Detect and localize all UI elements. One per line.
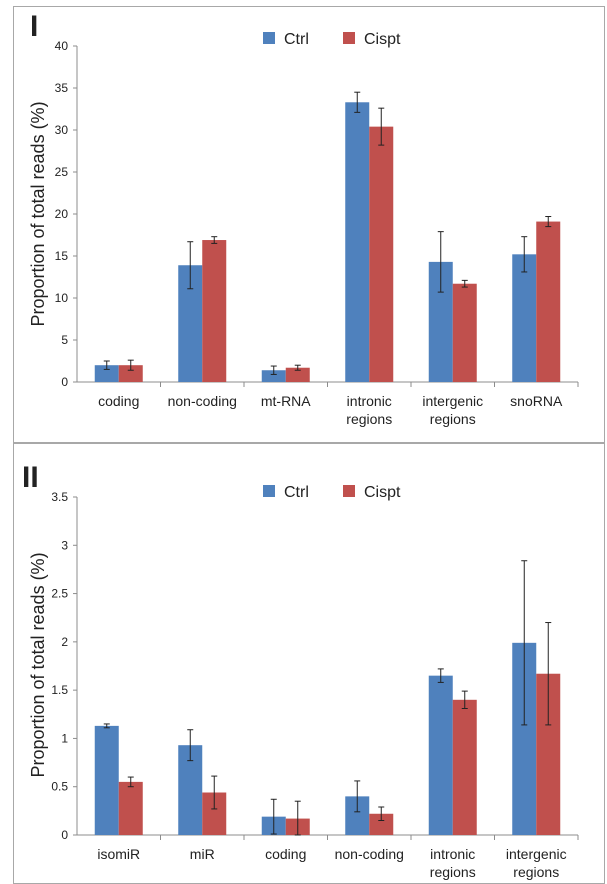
bar-cispt-0: [118, 365, 143, 382]
legend-swatch-ctrl: [263, 32, 275, 44]
panel-label: I: [30, 10, 38, 43]
bar-chart-1: I Proportion of total reads (%) 0 5 10 15 20 25…: [28, 10, 579, 427]
x-category-label: regions: [430, 864, 476, 880]
x-category-label: miR: [190, 846, 215, 862]
chart-panel-1: I Proportion of total reads (%) 0 5 10 15 20 25…: [13, 6, 605, 443]
y-tick-label: 30: [55, 123, 69, 137]
y-tick-label: 20: [55, 207, 69, 221]
y-tick-label: 35: [55, 81, 69, 95]
x-category-label: coding: [98, 393, 139, 409]
bar-cispt-0: [118, 781, 143, 835]
x-category-label: intergenic: [422, 393, 483, 409]
bar-ctrl-2: [261, 370, 286, 382]
x-category-label: snoRNA: [510, 393, 563, 409]
chart-panel-2: II Proportion of total reads (%) 0 0.5 1 1.5 2…: [0, 443, 607, 884]
x-category-label: coding: [265, 846, 306, 862]
y-tick-label: 3: [61, 538, 68, 552]
legend-label-cispt: Cispt: [364, 484, 401, 501]
x-category-label: regions: [346, 411, 392, 427]
x-category-label: non-coding: [168, 393, 237, 409]
y-tick-label: 0: [61, 375, 68, 389]
legend-label-cispt: Cispt: [364, 31, 401, 48]
y-tick-label: 1.5: [51, 683, 68, 697]
bar-cispt-1: [202, 240, 227, 382]
y-tick-label: 3.5: [51, 490, 68, 504]
x-category-label: intronic: [347, 393, 392, 409]
bar-cispt-3: [369, 126, 394, 382]
y-tick-label: 40: [55, 39, 69, 53]
bar-ctrl-5: [512, 254, 537, 382]
x-category-label: regions: [513, 864, 559, 880]
y-axis-title: Proportion of total reads (%): [28, 101, 48, 326]
x-category-label: intronic: [430, 846, 475, 862]
bar-ctrl-3: [345, 102, 370, 382]
panel-label: II: [22, 461, 39, 494]
y-tick-label: 1: [61, 731, 68, 745]
panel-1-frame: [13, 6, 605, 443]
x-category-label: isomiR: [97, 846, 140, 862]
bar-cispt-5: [536, 221, 561, 382]
legend-swatch-cispt: [343, 32, 355, 44]
bar-cispt-2: [285, 367, 310, 382]
legend-swatch-cispt: [343, 485, 355, 497]
legend-label-ctrl: Ctrl: [284, 31, 309, 48]
y-tick-label: 10: [55, 291, 69, 305]
bar-chart-2: II Proportion of total reads (%) 0 0.5 1 1.5 2…: [22, 461, 579, 880]
x-category-label: non-coding: [335, 846, 404, 862]
legend-label-ctrl: Ctrl: [284, 484, 309, 501]
bar-ctrl-0: [94, 725, 119, 835]
y-tick-label: 25: [55, 165, 69, 179]
y-tick-label: 5: [61, 333, 68, 347]
y-tick-label: 2: [61, 635, 68, 649]
y-axis-title: Proportion of total reads (%): [28, 552, 48, 777]
bar-cispt-4: [452, 283, 477, 382]
y-tick-label: 0: [61, 828, 68, 842]
bar-cispt-3: [369, 813, 394, 835]
y-tick-label: 15: [55, 249, 69, 263]
x-category-label: intergenic: [506, 846, 567, 862]
legend-swatch-ctrl: [263, 485, 275, 497]
x-category-label: mt-RNA: [261, 393, 311, 409]
x-category-label: regions: [430, 411, 476, 427]
bar-ctrl-0: [94, 365, 119, 382]
bar-cispt-4: [452, 699, 477, 835]
bar-ctrl-4: [428, 675, 453, 835]
y-tick-label: 0.5: [51, 780, 68, 794]
y-tick-label: 2.5: [51, 587, 68, 601]
